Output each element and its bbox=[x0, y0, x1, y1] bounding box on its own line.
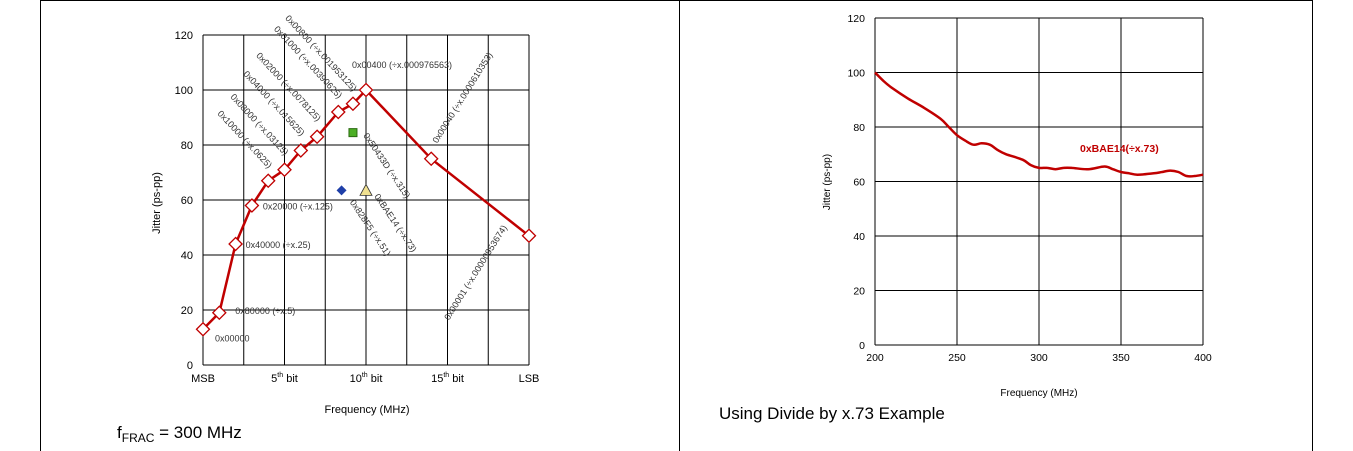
right-jitter-chart: 0 20 40 60 80 100 120 200 250 300 350 400 Jitter (p… bbox=[822, 13, 1212, 399]
table-top-border bbox=[40, 0, 1312, 1]
left-data-point-label: 0x10000 (÷x.0625) bbox=[216, 108, 274, 170]
left-data-point bbox=[228, 236, 244, 252]
left-data-point-label: 0x04000 (÷x.015625) bbox=[241, 69, 306, 138]
right-y-tick-label: 20 bbox=[853, 286, 865, 298]
right-y-tick-label: 60 bbox=[853, 177, 865, 189]
right-x-tick-label: 400 bbox=[1194, 352, 1212, 364]
left-data-point bbox=[211, 305, 227, 321]
right-x-tick-label: 350 bbox=[1112, 352, 1130, 364]
left-data-point bbox=[244, 198, 260, 213]
left-data-point bbox=[293, 143, 309, 158]
left-diamond-marker bbox=[336, 185, 347, 196]
left-x-axis-label: Frequency (MHz) bbox=[325, 404, 410, 416]
right-y-tick-label: 40 bbox=[853, 231, 865, 243]
left-data-point bbox=[309, 129, 325, 145]
left-jitter-chart: 0 20 40 60 80 100 120 MSB 5th bit 10th bit 15th bi… bbox=[151, 13, 540, 416]
right-y-axis-label: Jitter (ps-pp) bbox=[822, 154, 833, 210]
left-data-point-label: 0x00001 (÷x.00000953674) bbox=[442, 223, 509, 322]
table-left-border bbox=[40, 0, 41, 451]
left-data-point bbox=[260, 173, 276, 189]
left-data-point-label: 0x80000 (÷x.5) bbox=[235, 306, 295, 316]
right-annotation: 0xBAE14(÷x.73) bbox=[1080, 143, 1159, 155]
right-tick-labels: 0 20 40 60 80 100 120 200 250 300 350 400 bbox=[847, 13, 1211, 364]
right-y-tick-label: 100 bbox=[847, 68, 865, 80]
left-data-point bbox=[277, 162, 292, 178]
table-right-border bbox=[1312, 0, 1313, 451]
left-tick-labels: 0 20 40 60 80 100 120 MSB 5th bit 10th bit 15th bi… bbox=[175, 30, 540, 385]
caption-subscript: FRAC bbox=[121, 431, 155, 445]
left-y-axis-label: Jitter (ps-pp) bbox=[151, 172, 163, 234]
right-x-tick-label: 250 bbox=[948, 352, 966, 364]
left-data-point bbox=[195, 321, 211, 337]
left-square-marker bbox=[348, 128, 358, 138]
left-data-point bbox=[345, 96, 361, 112]
right-y-tick-label: 120 bbox=[847, 13, 865, 25]
left-x-tick-label: LSB bbox=[519, 373, 540, 385]
right-series-line bbox=[874, 71, 1204, 178]
left-data-point bbox=[423, 151, 439, 167]
left-x-tick-label: 10th bit bbox=[350, 372, 383, 385]
left-triangle-marker bbox=[359, 183, 373, 196]
left-data-point-label: 0x00000 bbox=[215, 333, 250, 343]
left-y-tick-label: 120 bbox=[175, 30, 193, 42]
right-y-tick-label: 0 bbox=[859, 340, 865, 352]
left-data-point-label: 0x40000 (÷x.25) bbox=[246, 240, 311, 250]
left-data-point bbox=[358, 82, 374, 98]
left-caption: fFRAC = 300 MHz bbox=[117, 423, 242, 445]
right-x-tick-label: 300 bbox=[1030, 352, 1048, 364]
right-x-axis-label: Frequency (MHz) bbox=[1000, 388, 1077, 399]
table-middle-divider bbox=[679, 0, 680, 451]
left-y-tick-label: 100 bbox=[175, 85, 193, 97]
left-data-point-label: 0x00400 (÷x.000976563) bbox=[352, 60, 452, 70]
left-data-point bbox=[330, 104, 346, 120]
left-x-tick-label: 5th bit bbox=[271, 372, 298, 385]
right-grid bbox=[874, 17, 1204, 346]
left-y-tick-label: 20 bbox=[181, 305, 193, 317]
left-y-tick-label: 40 bbox=[181, 250, 193, 262]
left-x-tick-label: MSB bbox=[191, 373, 215, 385]
right-caption: Using Divide by x.73 Example bbox=[719, 404, 945, 423]
left-x-tick-label: 15th bit bbox=[431, 372, 464, 385]
caption-value: = 300 MHz bbox=[154, 423, 242, 442]
right-x-tick-label: 200 bbox=[866, 352, 884, 364]
left-data-point-label: 0x20000 (÷x.125) bbox=[263, 202, 333, 212]
right-y-tick-label: 80 bbox=[853, 122, 865, 134]
left-y-tick-label: 80 bbox=[181, 140, 193, 152]
left-y-tick-label: 0 bbox=[187, 360, 193, 372]
left-y-tick-label: 60 bbox=[181, 195, 193, 207]
left-data-point bbox=[521, 228, 537, 244]
caption-f: f bbox=[117, 423, 122, 442]
